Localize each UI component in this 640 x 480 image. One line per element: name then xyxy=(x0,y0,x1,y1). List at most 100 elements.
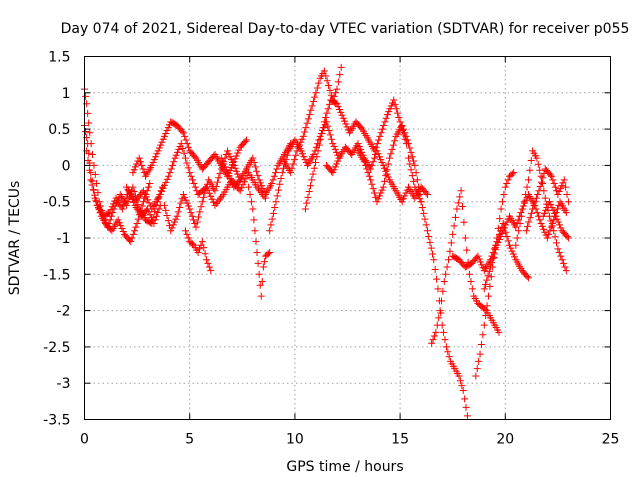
data-point xyxy=(235,146,243,154)
data-point xyxy=(498,230,506,238)
data-point xyxy=(215,196,223,204)
data-point xyxy=(146,180,154,188)
data-point xyxy=(238,184,246,192)
data-point xyxy=(297,138,305,146)
data-point xyxy=(455,372,463,380)
data-point xyxy=(339,114,347,122)
data-point xyxy=(118,205,126,213)
data-point xyxy=(82,92,90,100)
data-point xyxy=(219,157,227,165)
data-point xyxy=(246,190,254,198)
data-point xyxy=(525,218,533,226)
data-point xyxy=(423,227,431,235)
data-point xyxy=(561,263,569,271)
data-point xyxy=(556,185,564,193)
data-point xyxy=(503,180,511,188)
data-point xyxy=(182,136,190,144)
data-point xyxy=(153,150,161,158)
data-point xyxy=(389,141,397,149)
data-point xyxy=(306,111,314,119)
data-point xyxy=(177,199,185,207)
data-point xyxy=(357,124,365,132)
data-point xyxy=(363,165,371,173)
data-point xyxy=(558,182,566,190)
data-point xyxy=(502,221,510,229)
data-point xyxy=(559,179,567,187)
series-sat-k xyxy=(280,63,345,177)
data-point xyxy=(172,215,180,223)
data-point xyxy=(542,206,550,214)
data-point xyxy=(181,132,189,140)
data-point xyxy=(256,281,264,289)
data-point xyxy=(354,140,362,148)
data-point xyxy=(560,259,568,267)
data-point xyxy=(535,187,543,195)
data-point xyxy=(181,154,189,162)
data-point xyxy=(532,194,540,202)
data-point xyxy=(250,216,258,224)
data-point xyxy=(149,158,157,166)
data-point xyxy=(545,230,553,238)
data-point xyxy=(372,143,380,151)
data-point xyxy=(463,412,471,420)
data-point xyxy=(85,166,93,174)
data-point xyxy=(533,209,541,217)
data-point xyxy=(534,190,542,198)
data-point xyxy=(422,221,430,229)
data-point xyxy=(442,343,450,351)
data-point xyxy=(207,267,215,275)
data-point xyxy=(135,154,143,162)
series-sat-h xyxy=(217,140,295,198)
data-point xyxy=(445,353,453,361)
data-point xyxy=(191,153,199,161)
data-point xyxy=(114,216,122,224)
data-point xyxy=(121,198,129,206)
data-point xyxy=(276,180,284,188)
data-point xyxy=(341,117,349,125)
data-point xyxy=(326,86,334,94)
data-point xyxy=(301,128,309,136)
data-point xyxy=(456,193,464,201)
data-point xyxy=(500,190,508,198)
data-point xyxy=(171,218,179,226)
data-point xyxy=(168,224,176,232)
data-point xyxy=(377,129,385,137)
data-point xyxy=(552,212,560,220)
data-point xyxy=(139,198,147,206)
data-point xyxy=(308,102,316,110)
data-point xyxy=(189,216,197,224)
data-point xyxy=(375,153,383,161)
data-point xyxy=(454,199,462,207)
data-point xyxy=(252,238,260,246)
y-axis-label: SDTVAR / TECUs xyxy=(7,181,23,296)
data-point xyxy=(337,63,345,71)
data-point xyxy=(269,209,277,217)
data-point xyxy=(466,270,474,278)
data-point xyxy=(253,249,261,257)
data-point xyxy=(413,176,421,184)
data-point xyxy=(292,151,300,159)
series-sat-t xyxy=(512,147,570,275)
data-point xyxy=(234,149,242,157)
data-point xyxy=(255,176,263,184)
data-point xyxy=(166,169,174,177)
data-point xyxy=(390,96,398,104)
data-point xyxy=(370,189,378,197)
data-point xyxy=(195,213,203,221)
data-point xyxy=(181,193,189,201)
data-point xyxy=(120,201,128,209)
data-point xyxy=(107,206,115,214)
data-point xyxy=(179,190,187,198)
data-point xyxy=(310,164,318,172)
data-point xyxy=(146,211,154,219)
data-point xyxy=(423,190,431,198)
data-point xyxy=(272,169,280,177)
data-point xyxy=(257,292,265,300)
data-point xyxy=(408,153,416,161)
data-point xyxy=(504,237,512,245)
data-point xyxy=(506,241,514,249)
data-point xyxy=(553,205,561,213)
data-point xyxy=(460,218,468,226)
data-point xyxy=(301,156,309,164)
data-point xyxy=(490,250,498,258)
